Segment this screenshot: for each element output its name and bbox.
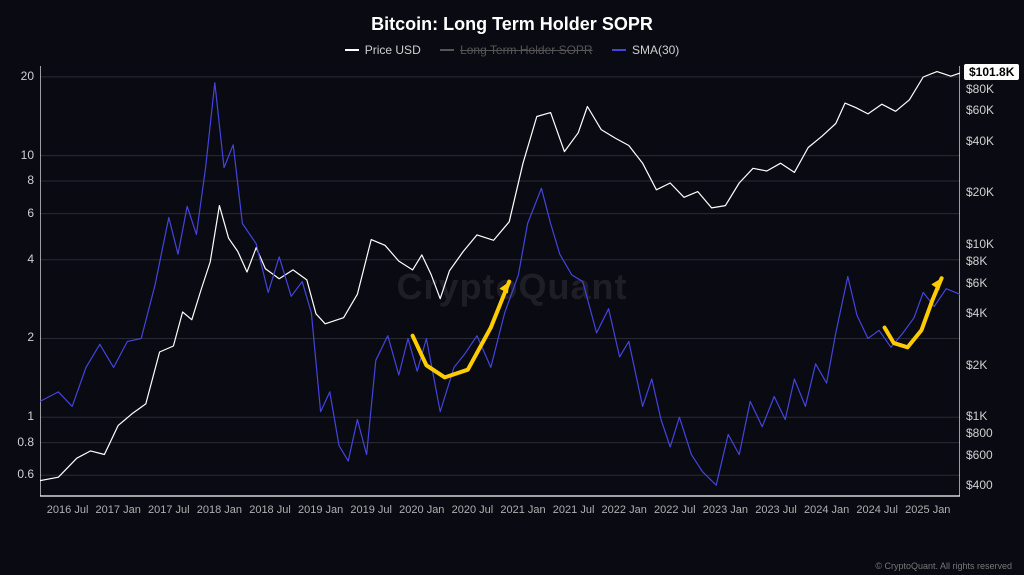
x-tick: 2021 Jan — [500, 504, 545, 516]
y-right-tick: $600 — [966, 448, 993, 462]
y-left-tick: 1 — [27, 409, 34, 423]
y-left-tick: 10 — [21, 148, 34, 162]
y-right-tick: $10K — [966, 237, 994, 251]
x-tick: 2020 Jan — [399, 504, 444, 516]
y-left-tick: 4 — [27, 252, 34, 266]
legend-price-label: Price USD — [365, 43, 421, 57]
x-tick: 2022 Jan — [602, 504, 647, 516]
y-right-tick: $8K — [966, 254, 987, 268]
y-left-tick: 6 — [27, 206, 34, 220]
x-tick: 2019 Jan — [298, 504, 343, 516]
y-right-tick: $2K — [966, 358, 987, 372]
legend-sma[interactable]: SMA(30) — [612, 43, 679, 57]
x-tick: 2017 Jul — [148, 504, 190, 516]
price-badge: $101.8K — [964, 64, 1019, 80]
y-right-tick: $800 — [966, 426, 993, 440]
price-line — [40, 72, 960, 481]
y-right-tick: $20K — [966, 185, 994, 199]
legend-swatch-sma — [612, 49, 626, 51]
y-right-tick: $400 — [966, 478, 993, 492]
chart-title: Bitcoin: Long Term Holder SOPR — [0, 14, 1024, 35]
y-left-tick: 0.6 — [17, 467, 34, 481]
legend-sopr[interactable]: Long Term Holder SOPR — [440, 43, 593, 57]
x-tick: 2025 Jan — [905, 504, 950, 516]
y-right-tick: $60K — [966, 103, 994, 117]
x-tick: 2023 Jul — [755, 504, 797, 516]
credit-text: © CryptoQuant. All rights reserved — [875, 561, 1012, 571]
y-right-tick: $1K — [966, 409, 987, 423]
y-left-tick: 2 — [27, 330, 34, 344]
sma-line — [40, 83, 960, 486]
plot-area — [40, 66, 960, 526]
legend: Price USD Long Term Holder SOPR SMA(30) — [0, 40, 1024, 57]
y-right-tick: $40K — [966, 134, 994, 148]
x-tick: 2016 Jul — [47, 504, 89, 516]
x-tick: 2021 Jul — [553, 504, 595, 516]
x-tick: 2024 Jul — [856, 504, 898, 516]
legend-swatch-price — [345, 49, 359, 51]
y-left-tick: 8 — [27, 173, 34, 187]
x-tick: 2023 Jan — [703, 504, 748, 516]
annotation-arrow-1 — [885, 278, 942, 347]
x-tick: 2019 Jul — [350, 504, 392, 516]
y-right-tick: $4K — [966, 306, 987, 320]
x-tick: 2020 Jul — [452, 504, 494, 516]
legend-price[interactable]: Price USD — [345, 43, 421, 57]
plot-svg — [40, 66, 960, 526]
x-tick: 2018 Jan — [197, 504, 242, 516]
chart-container: Bitcoin: Long Term Holder SOPR Price USD… — [0, 0, 1024, 575]
y-right-tick: $6K — [966, 276, 987, 290]
legend-sma-label: SMA(30) — [632, 43, 679, 57]
y-left-tick: 20 — [21, 69, 34, 83]
y-right-tick: $80K — [966, 82, 994, 96]
y-left-tick: 0.8 — [17, 435, 34, 449]
legend-swatch-sopr — [440, 49, 454, 51]
legend-sopr-label: Long Term Holder SOPR — [460, 43, 593, 57]
annotation-arrow-0 — [413, 282, 510, 378]
x-tick: 2018 Jul — [249, 504, 291, 516]
x-tick: 2017 Jan — [96, 504, 141, 516]
x-tick: 2024 Jan — [804, 504, 849, 516]
x-tick: 2022 Jul — [654, 504, 696, 516]
